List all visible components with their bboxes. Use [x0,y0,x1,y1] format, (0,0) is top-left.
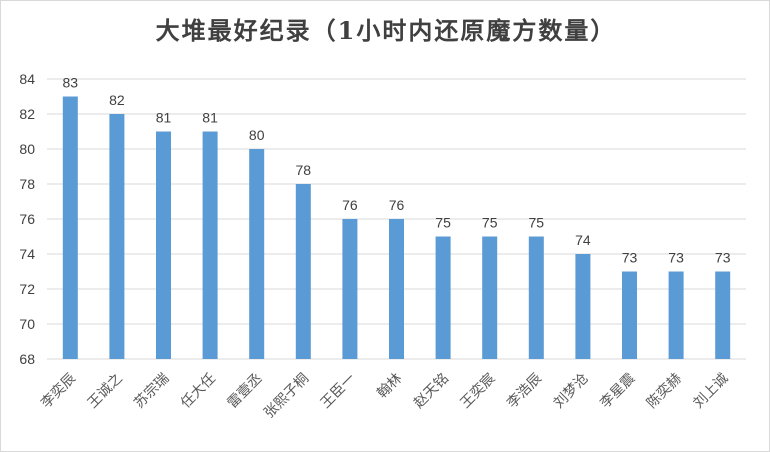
data-label: 76 [342,197,358,213]
y-tick-label: 72 [19,281,35,297]
bar [249,149,265,359]
y-tick-label: 68 [19,351,35,367]
bar [668,271,684,359]
x-category-label: 李浩辰 [504,371,545,412]
data-label: 74 [575,232,591,248]
x-category-label: 王臣一 [318,371,359,412]
bar [295,184,311,359]
y-tick-label: 82 [19,106,35,122]
bar [528,236,544,359]
bar [62,96,78,359]
x-category-label: 刘梦沧 [550,370,592,412]
x-category-label: 李星震 [597,371,638,412]
data-label: 76 [389,197,405,213]
x-category-label: 翰林 [374,371,405,402]
x-category-label: 任大任 [178,371,219,412]
x-category-label: 雷壹丞 [225,371,266,412]
y-tick-label: 74 [19,246,35,262]
y-tick-label: 76 [19,211,35,227]
bar [715,271,731,359]
y-tick-label: 84 [19,71,35,87]
data-label: 80 [249,127,265,143]
x-category-label: 李奕辰 [38,371,79,412]
y-tick-label: 70 [19,316,35,332]
data-label: 73 [668,250,684,266]
data-label: 78 [296,162,312,178]
x-category-label: 王诚之 [85,371,126,412]
bar [109,114,125,359]
bar [389,219,404,359]
data-label: 73 [622,250,638,266]
data-label: 75 [435,215,451,231]
data-label: 75 [529,215,545,231]
bar [342,219,358,359]
bar [482,236,498,359]
data-label: 81 [202,110,218,126]
x-category-label: 陈奕赫 [643,370,685,412]
bar [435,236,451,359]
data-label: 83 [63,75,79,91]
y-tick-label: 78 [19,176,35,192]
data-label: 75 [482,215,498,231]
x-category-label: 赵天铭 [411,371,452,412]
y-tick-label: 80 [19,141,35,157]
x-category-label: 刘上诚 [691,371,732,412]
data-label: 73 [715,250,731,266]
x-category-label: 王奕宸 [457,370,499,412]
bar [156,131,171,359]
bar [622,271,637,359]
data-label: 82 [109,92,125,108]
data-label: 81 [156,110,172,126]
x-category-label: 苏宗瑞 [131,371,172,412]
chart-title: 大堆最好纪录（1小时内还原魔方数量） [155,16,617,45]
x-category-label: 张熙子桐 [261,371,312,422]
bar [202,131,218,359]
bar [575,254,591,359]
